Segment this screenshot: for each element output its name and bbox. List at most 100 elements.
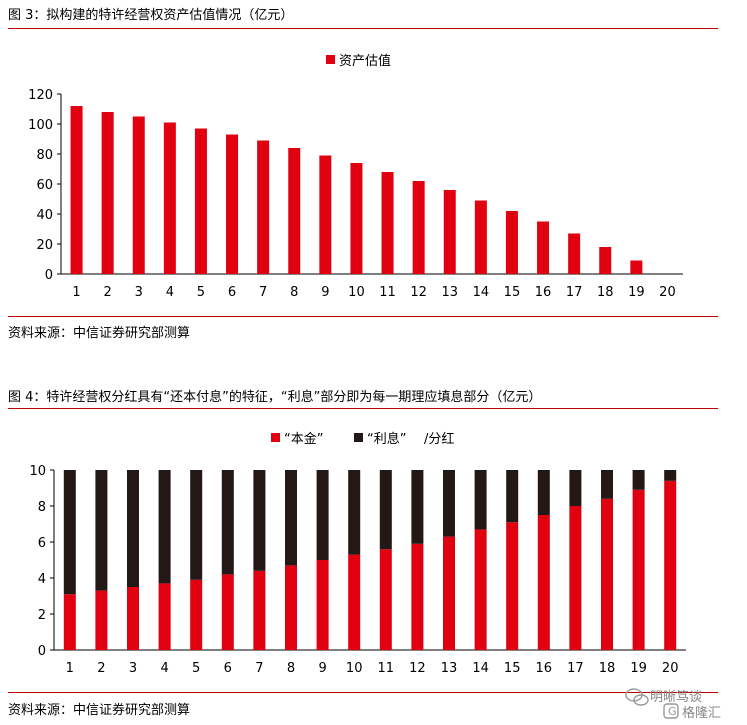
chart2-x-ticks: 1 2 3 4 5 6 7 8 9 10 11 12 13 14 15 16 17 18 19 20: [66, 661, 679, 676]
bar-series-1-8: [285, 565, 297, 650]
chart2-legend: “本金” “利息” /分红: [271, 431, 454, 447]
bar-series-1-16: [537, 515, 550, 650]
bar-series-1-17: [568, 233, 581, 274]
legend-label-principal: “本金”: [284, 431, 323, 447]
watermark-line2: 格隆汇: [682, 706, 722, 721]
figure-4-title: 图 4：特许经营权分红具有“还本付息”的特征，“利息”部分即为每一期理应填息部分…: [8, 390, 542, 405]
bar-series-2-2: [95, 470, 108, 591]
x-tick-label: 19: [628, 285, 645, 300]
bar-series-1-7: [253, 570, 266, 650]
bar-series-1-3: [127, 587, 139, 650]
chart1-bars: [70, 106, 643, 274]
bar-series-1-4: [158, 583, 171, 650]
bar-series-1-12: [412, 181, 425, 274]
bar-series-1-1: [63, 594, 76, 650]
y-tick-label: 6: [38, 536, 46, 551]
x-tick-label: 12: [410, 285, 427, 300]
bar-series-1-19: [630, 260, 643, 274]
y-tick-label: 20: [36, 238, 53, 253]
bar-series-1-8: [288, 148, 301, 274]
watermark: G 明晰笃谈 格隆汇: [624, 682, 744, 722]
x-tick-label: 15: [504, 285, 521, 300]
bar-series-1-13: [443, 536, 455, 650]
bar-series-2-3: [127, 470, 139, 587]
x-tick-label: 1: [72, 285, 80, 300]
bar-series-1-5: [194, 128, 207, 274]
x-tick-label: 19: [630, 661, 647, 676]
legend-label-valuation: 资产估值: [339, 53, 391, 69]
chart1-y-ticks: 0 20 40 60 80 100 120: [28, 88, 61, 283]
bar-series-1-11: [381, 172, 394, 274]
bar-series-2-5: [190, 470, 203, 580]
y-tick-label: 0: [38, 644, 46, 659]
svg-text:G: G: [668, 705, 677, 718]
legend-swatch-valuation: [326, 55, 335, 64]
bar-series-2-13: [443, 470, 455, 537]
y-tick-label: 8: [38, 500, 46, 515]
y-tick-label: 40: [36, 208, 53, 223]
x-tick-label: 5: [192, 661, 200, 676]
x-tick-label: 8: [287, 661, 295, 676]
x-tick-label: 20: [659, 285, 676, 300]
bar-series-2-11: [379, 470, 392, 550]
figure-4-bottom-rule: [8, 692, 718, 693]
bar-series-1-20: [664, 480, 677, 650]
x-tick-label: 18: [597, 285, 614, 300]
bar-series-1-9: [319, 155, 332, 274]
chart2-bars: [63, 470, 677, 650]
bar-series-1-2: [101, 112, 114, 274]
x-tick-label: 11: [379, 285, 396, 300]
bar-series-1-14: [474, 200, 487, 274]
x-tick-label: 3: [129, 661, 137, 676]
bar-series-1-1: [70, 106, 83, 274]
y-tick-label: 80: [36, 148, 53, 163]
x-tick-label: 10: [346, 661, 363, 676]
legend-swatch-interest: [354, 433, 363, 442]
y-tick-label: 4: [38, 572, 46, 587]
bar-series-1-19: [632, 489, 645, 650]
bar-series-2-14: [474, 470, 487, 530]
bar-series-1-16: [537, 221, 550, 274]
bar-series-2-4: [158, 470, 171, 584]
bar-series-1-4: [163, 122, 176, 274]
bar-series-2-7: [253, 470, 266, 571]
figure-3-top-rule: [8, 28, 718, 29]
x-tick-label: 7: [255, 661, 263, 676]
bar-series-2-1: [63, 470, 76, 595]
x-tick-label: 17: [566, 285, 583, 300]
y-tick-label: 10: [29, 464, 46, 479]
bar-series-1-6: [226, 134, 239, 274]
x-tick-label: 14: [473, 285, 490, 300]
x-tick-label: 7: [259, 285, 267, 300]
x-tick-label: 1: [66, 661, 74, 676]
bar-series-1-6: [221, 574, 234, 650]
y-tick-label: 60: [36, 178, 53, 193]
y-tick-label: 120: [28, 88, 53, 103]
chart2-y-ticks: 0 2 4 6 8 10: [29, 464, 54, 659]
bar-series-1-17: [569, 506, 582, 650]
x-tick-label: 17: [567, 661, 584, 676]
figure-3-bottom-rule: [8, 316, 718, 317]
x-tick-label: 5: [197, 285, 205, 300]
chart1-legend: 资产估值: [326, 53, 391, 69]
y-tick-label: 0: [45, 268, 53, 283]
chart1-x-ticks: 1 2 3 4 5 6 7 8 9 10 11 12 13 14 15 16 17 18 19 20: [72, 285, 675, 300]
x-tick-label: 16: [535, 285, 552, 300]
bar-series-1-12: [411, 543, 424, 650]
bar-series-1-2: [95, 590, 108, 650]
x-tick-label: 6: [228, 285, 236, 300]
bar-series-2-12: [411, 470, 424, 544]
bar-series-2-10: [348, 470, 361, 555]
bar-series-2-6: [221, 470, 234, 575]
bar-series-1-15: [506, 522, 519, 650]
x-tick-label: 13: [441, 661, 458, 676]
bar-series-2-17: [569, 470, 582, 506]
x-tick-label: 15: [504, 661, 521, 676]
x-tick-label: 11: [378, 661, 395, 676]
bar-series-2-8: [285, 470, 297, 566]
x-tick-label: 2: [104, 285, 112, 300]
x-tick-label: 16: [536, 661, 553, 676]
x-tick-label: 12: [409, 661, 426, 676]
